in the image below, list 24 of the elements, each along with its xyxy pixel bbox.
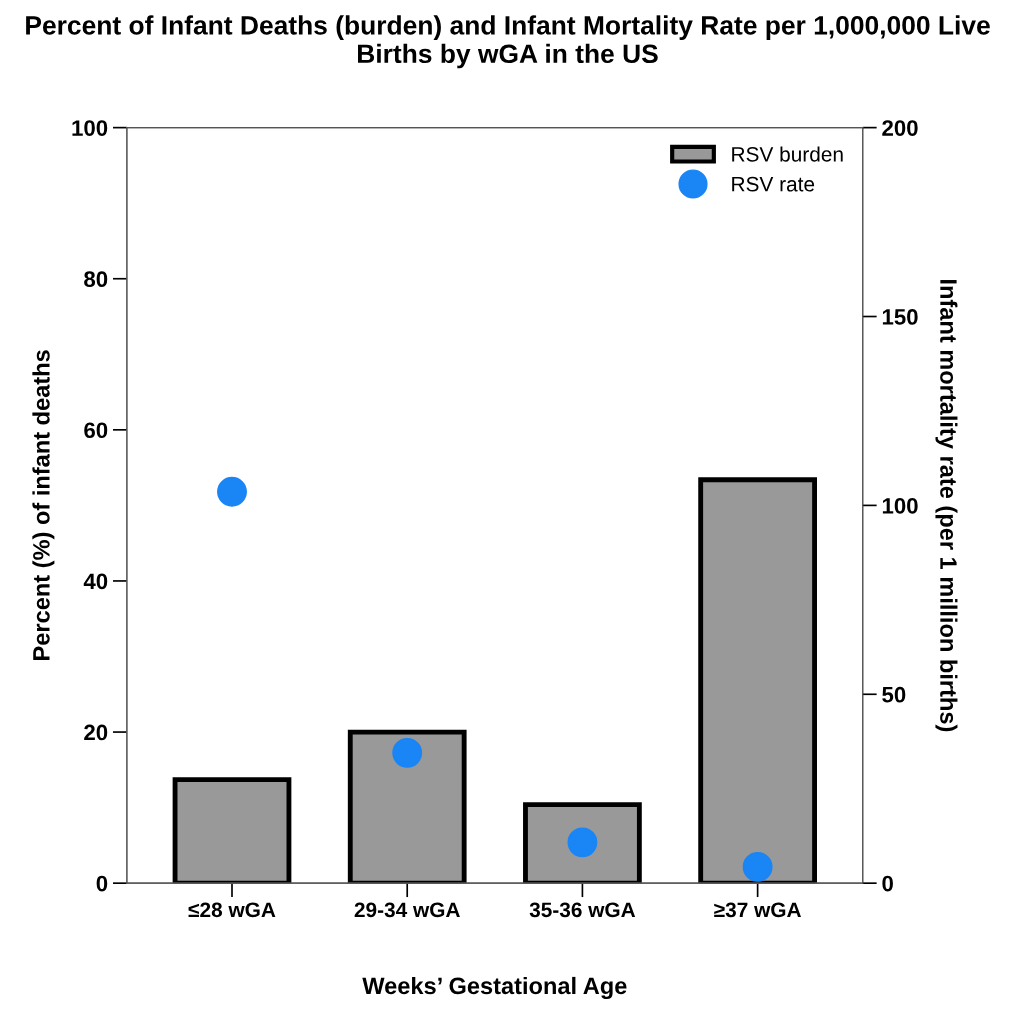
y-axis-title: Percent (%) of infant deaths	[32, 350, 55, 660]
y-tick-label: 0	[96, 875, 108, 892]
y2-tick-label: 200	[882, 120, 918, 136]
y-tick-label: 60	[84, 422, 108, 439]
x-tick-label: ≤28 wGA	[188, 902, 276, 918]
point	[217, 476, 247, 507]
y-tick-label: 20	[84, 724, 108, 741]
x-axis-title: Weeks’ Gestational Age	[362, 976, 627, 999]
x-tick-label: 29-34 wGA	[354, 902, 460, 918]
legend-label: RSV rate	[732, 176, 815, 192]
y-tick-label: 80	[84, 271, 108, 287]
legend-label: RSV burden	[732, 146, 843, 162]
chart-title: Percent of Infant Deaths (burden) and Infant Mortality Rate per 1,000,000 Live Births by wGA in the US	[26, 15, 990, 69]
y-tick-label: 100	[72, 120, 108, 136]
y-tick-label: 40	[83, 573, 108, 590]
y2-tick-label: 0	[882, 875, 893, 892]
y2-tick-label: 100	[882, 497, 918, 514]
x-tick-label: ≥37 wGA	[714, 902, 801, 918]
x-tick-label: 35-36 wGA	[529, 902, 636, 918]
point	[392, 737, 423, 768]
y2-axis-title: Infant mortality rate (per 1 million births)	[935, 280, 958, 732]
y2-tick-label: 50	[882, 686, 906, 703]
y2-tick-label: 150	[882, 309, 918, 325]
point	[742, 851, 773, 882]
